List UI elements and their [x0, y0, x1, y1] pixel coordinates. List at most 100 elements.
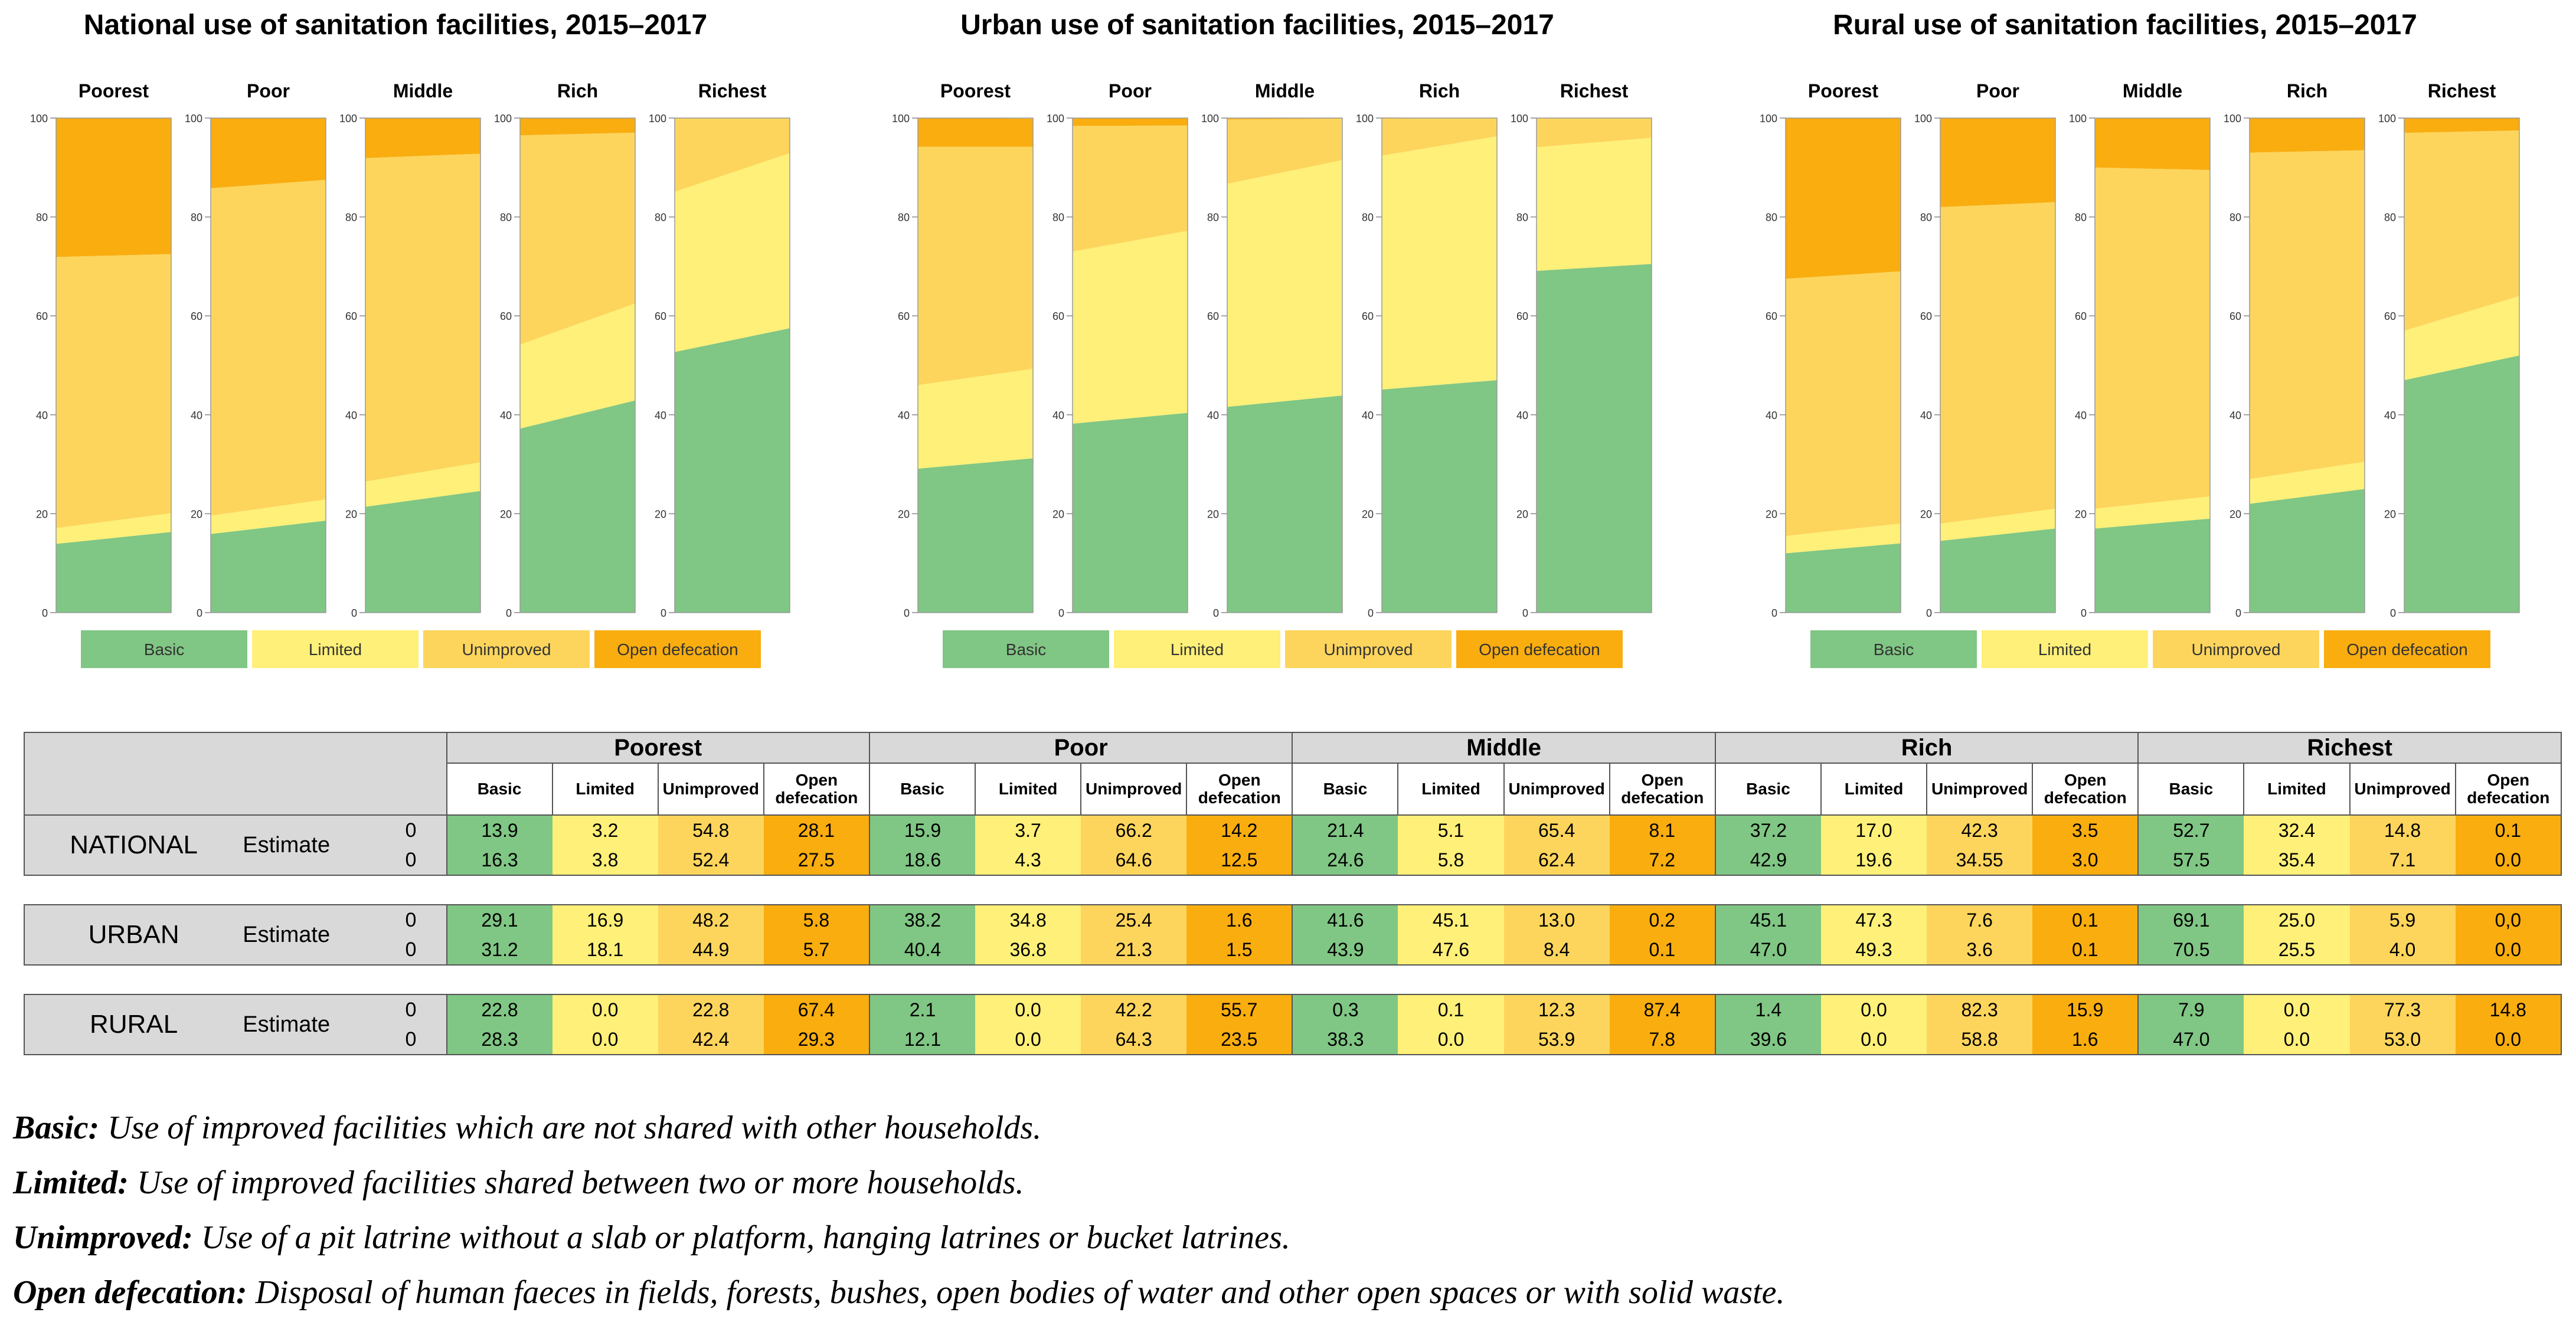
y-tick-label: 100 [1356, 113, 1374, 125]
table-cell: 57.5 [2138, 845, 2244, 876]
sub-header: Unimproved [1926, 763, 2034, 816]
table-cell: 82.3 [1927, 994, 2033, 1025]
y-tick-label: 40 [500, 410, 512, 421]
table-cell: 3.2 [552, 814, 658, 845]
table-cell: 0.1 [2455, 814, 2562, 845]
table-cell: 21.3 [1081, 935, 1187, 966]
definition-line: Unimproved: Use of a pit latrine without… [13, 1210, 2551, 1265]
bar-segment-open [56, 118, 171, 257]
y-tick-label: 20 [1207, 508, 1219, 520]
y-tick-label: 20 [655, 508, 666, 520]
table-cell: 0.0 [2455, 845, 2562, 876]
table-cell: 42.4 [658, 1025, 764, 1055]
y-tick-label: 40 [2075, 410, 2087, 421]
row-label: RURAL [23, 994, 243, 1055]
bar-segment-limited [2095, 496, 2210, 529]
table-cell: 17.0 [1820, 814, 1927, 845]
bar-frame [917, 117, 1034, 613]
table-cell: 16.9 [552, 904, 658, 935]
bar-segment-unimproved [1073, 125, 1188, 252]
row-label: URBAN [23, 904, 243, 966]
category-label: Richest [1560, 80, 1629, 102]
table-row: URBAN Estimate 0 29.1 16.9 48.2 5.8 38.2 34.8 25.… [23, 904, 2562, 966]
legend-label: Limited [309, 640, 362, 659]
bar-segment-limited [918, 368, 1033, 469]
y-tick-label: 100 [2069, 113, 2087, 125]
table-cell: 45.1 [1715, 904, 1821, 935]
table-cell: 12.3 [1503, 994, 1610, 1025]
y-tick-label: 20 [2230, 508, 2241, 520]
y-tick-label: 0 [351, 607, 357, 619]
table-cell: 16.3 [446, 845, 553, 876]
sub-header: Unimproved [1503, 763, 1610, 816]
y-tick-label: 60 [191, 310, 202, 322]
sub-header: Limited [975, 763, 1082, 816]
legend-label: Unimproved [2192, 640, 2281, 659]
table-cell: 4.0 [2349, 935, 2456, 966]
bar-segment-basic [918, 458, 1033, 613]
sub-header: Basic [1714, 763, 1822, 816]
table-cell: 42.9 [1715, 845, 1821, 876]
bar-segment-unimproved [365, 153, 480, 482]
group-header: Middle [1292, 732, 1716, 764]
chart-panel: Urban use of sanitation facilities, 2015… [892, 9, 1652, 668]
legend-label: Open defecation [1479, 640, 1600, 659]
table-cell: 28.3 [446, 1025, 553, 1055]
bar-segment-limited [1537, 138, 1652, 271]
y-tick-label: 20 [1362, 508, 1374, 520]
y-tick-label: 60 [1516, 310, 1528, 322]
y-tick-label: 80 [898, 212, 910, 224]
category-label: Rich [557, 80, 598, 102]
group-header: Rich [1714, 732, 2139, 764]
table-row: NATIONAL Estimate 0 13.9 3.2 54.8 28.1 15.9 3.7 6… [23, 814, 2562, 876]
y-tick-label: 100 [1201, 113, 1219, 125]
definition-line: Basic: Use of improved facilities which … [13, 1101, 2551, 1156]
definition-term: Limited: [13, 1164, 129, 1201]
table-cell: 25.4 [1081, 904, 1187, 935]
table-cell: 0.0 [2244, 994, 2350, 1025]
y-tick-label: 60 [1362, 310, 1374, 322]
bar-frame [2249, 117, 2365, 613]
table-cell: 34.55 [1927, 845, 2033, 876]
table-cell: 3.0 [2032, 845, 2139, 876]
bar-segment-open [918, 118, 1033, 147]
table-cell: 35.4 [2244, 845, 2350, 876]
table-cell: 58.8 [1927, 1025, 2033, 1055]
y-tick-label: 0 [661, 607, 666, 619]
y-tick-label: 100 [494, 113, 512, 125]
bar-segment-unimproved [2095, 167, 2210, 509]
y-tick-label: 60 [500, 310, 512, 322]
bar-segment-unimproved [211, 179, 326, 516]
bar-frame [674, 117, 790, 613]
table-cell: 27.5 [763, 845, 870, 876]
y-tick-label: 80 [191, 212, 202, 224]
y-tick-label: 100 [185, 113, 202, 125]
table-cell: 14.8 [2455, 994, 2562, 1025]
definition-term: Basic: [13, 1110, 100, 1146]
table-cell: 29.3 [763, 1025, 870, 1055]
table-cell: 5.9 [2349, 904, 2456, 935]
table-cell: 8.4 [1503, 935, 1610, 966]
table-cell: 7.2 [1609, 845, 1716, 876]
table-cell: 15.9 [2032, 994, 2139, 1025]
y-tick-label: 60 [2384, 310, 2396, 322]
table-cell: 0.0 [1820, 1025, 1927, 1055]
table-cell: 44.9 [658, 935, 764, 966]
table-cell: 3.5 [2032, 814, 2139, 845]
category-label: Poor [247, 80, 290, 102]
y-tick-label: 60 [1920, 310, 1932, 322]
table-cell: 1.5 [1186, 935, 1293, 966]
definitions: Basic: Use of improved facilities which … [13, 1101, 2551, 1320]
y-tick-label: 80 [345, 212, 357, 224]
y-tick-label: 20 [2075, 508, 2087, 520]
y-tick-label: 20 [1920, 508, 1932, 520]
estimate-label: Estimate [243, 904, 376, 966]
table-cell: 1.6 [1186, 904, 1293, 935]
y-tick-label: 20 [191, 508, 202, 520]
chart-title: Rural use of sanitation facilities, 2015… [1833, 9, 2417, 41]
sub-header: Limited [2243, 763, 2351, 816]
bar-frame [210, 117, 326, 613]
data-table: Poorest Poor Middle Rich Richest Basic Li… [23, 732, 2562, 1055]
table-cell: 87.4 [1609, 994, 1716, 1025]
table-cell: 13.0 [1503, 904, 1610, 935]
